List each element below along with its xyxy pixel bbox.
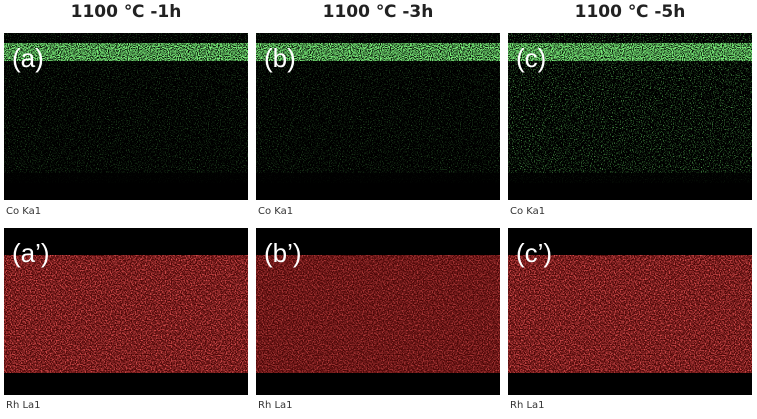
- map-caption: Rh La1: [510, 400, 545, 411]
- dark-base: [256, 173, 500, 200]
- panel-label: (c’): [516, 238, 552, 268]
- green-surface: [508, 43, 752, 61]
- map-panel: (a’): [4, 228, 248, 395]
- map-image: (c’): [508, 228, 752, 395]
- red-speckle: [4, 255, 248, 373]
- column-title: 1100 ℃ -5h: [574, 2, 686, 22]
- map-panel: (a): [4, 33, 248, 200]
- column-title: 1100 ℃ -3h: [322, 2, 434, 22]
- panel-label: (b’): [264, 238, 302, 268]
- green-surface: [4, 43, 248, 61]
- dark-base: [508, 173, 752, 200]
- map-caption: Co Ka1: [510, 206, 546, 217]
- green-surface: [256, 43, 500, 61]
- red-speckle: [508, 255, 752, 373]
- panel-label: (a): [12, 43, 44, 73]
- map-caption: Co Ka1: [258, 206, 294, 217]
- map-image: (b): [256, 33, 500, 200]
- panel-label: (c): [516, 43, 546, 73]
- map-caption: Rh La1: [258, 400, 293, 411]
- map-image: (b’): [256, 228, 500, 395]
- map-image: (a’): [4, 228, 248, 395]
- map-panel: (c): [508, 33, 752, 200]
- panel-label: (b): [264, 43, 296, 73]
- map-image: (a): [4, 33, 248, 200]
- dark-base: [4, 173, 248, 200]
- map-panel: (b’): [256, 228, 500, 395]
- column-title: 1100 ℃ -1h: [70, 2, 182, 22]
- panel-label: (a’): [12, 238, 50, 268]
- map-caption: Co Ka1: [6, 206, 42, 217]
- map-caption: Rh La1: [6, 400, 41, 411]
- map-image: (c): [508, 33, 752, 200]
- map-panel: (c’): [508, 228, 752, 395]
- map-panel: (b): [256, 33, 500, 200]
- red-speckle: [256, 255, 500, 373]
